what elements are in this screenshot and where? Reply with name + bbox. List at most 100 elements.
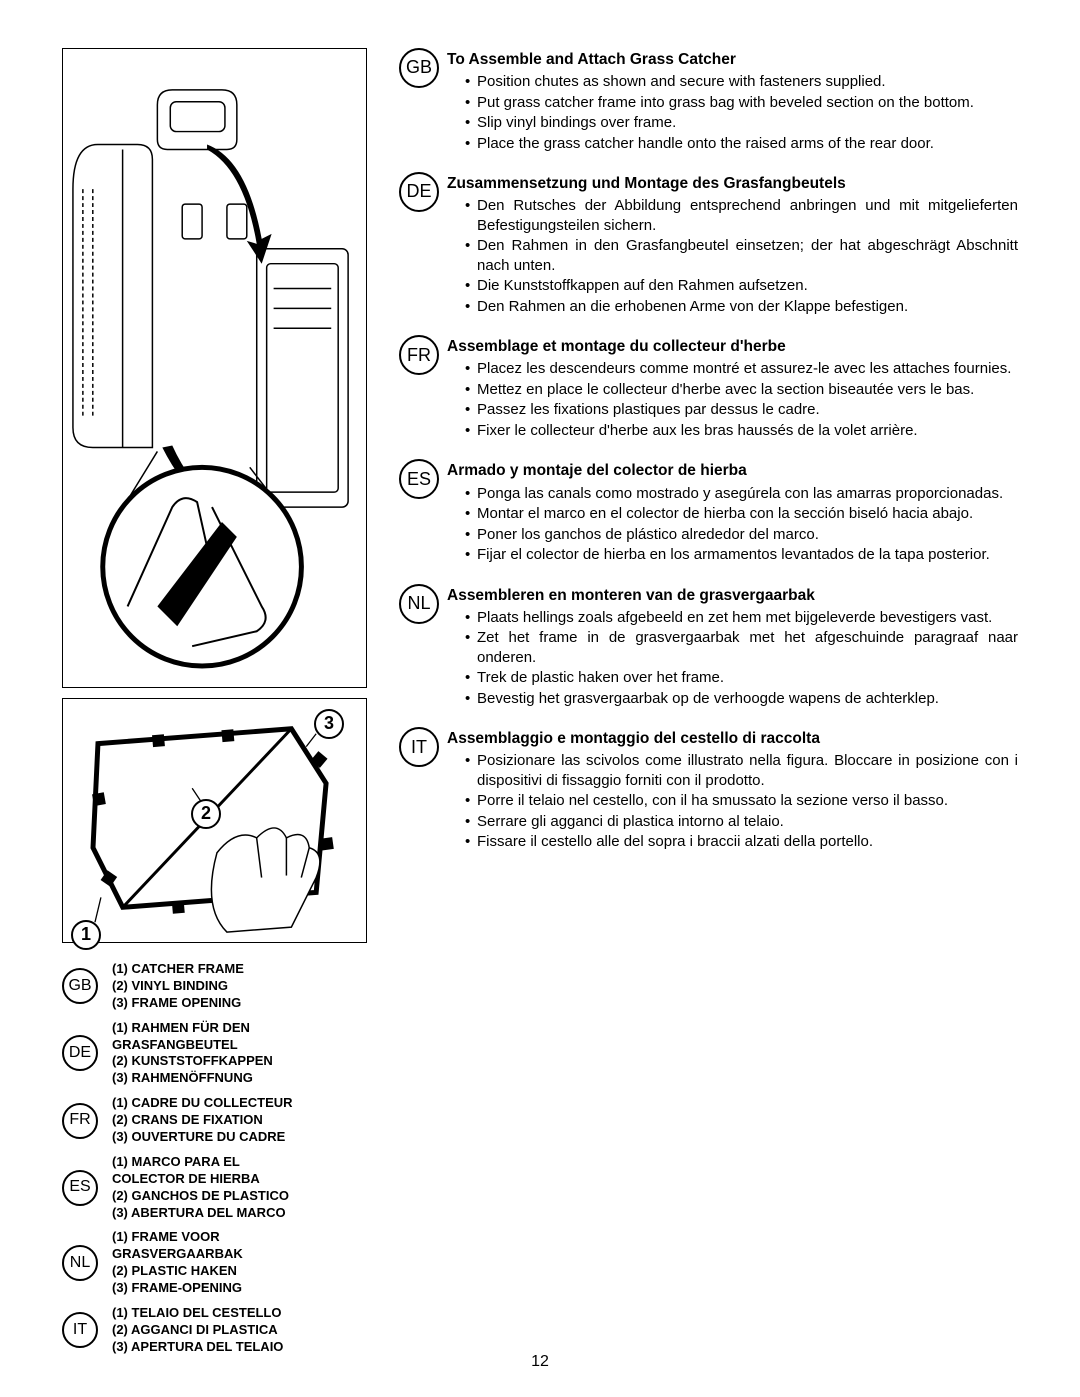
section-es-content: Armado y montaje del colector de hierba … <box>447 459 1018 565</box>
badge-de: DE <box>399 172 439 212</box>
section-gb-list: Position chutes as shown and secure with… <box>447 72 1018 153</box>
legend-line: (1) RAHMEN FÜR DEN <box>112 1020 273 1037</box>
page-container: 1 2 3 GB (1) CATCHER FRAME (2) VINYL BIN… <box>62 48 1018 1364</box>
section-gb: GB To Assemble and Attach Grass Catcher … <box>399 48 1018 154</box>
section-nl: NL Assembleren en monteren van de grasve… <box>399 584 1018 710</box>
list-item: Den Rutsches der Abbildung entsprechend … <box>465 196 1018 235</box>
legend-line: (1) CADRE DU COLLECTEUR <box>112 1095 293 1112</box>
badge-it: IT <box>62 1312 98 1348</box>
legend-line: (1) TELAIO DEL CESTELLO <box>112 1305 283 1322</box>
badge-it: IT <box>399 727 439 767</box>
section-it-content: Assemblaggio e montaggio del cestello di… <box>447 727 1018 853</box>
legend-fr-text: (1) CADRE DU COLLECTEUR (2) CRANS DE FIX… <box>112 1095 293 1146</box>
legend-fr: FR (1) CADRE DU COLLECTEUR (2) CRANS DE … <box>62 1095 367 1146</box>
list-item: Posizionare las scivolos come illustrato… <box>465 751 1018 790</box>
legend-line: (2) AGGANCI DI PLASTICA <box>112 1322 283 1339</box>
legend-nl-text: (1) FRAME VOOR GRASVERGAARBAK (2) PLASTI… <box>112 1229 243 1297</box>
list-item: Put grass catcher frame into grass bag w… <box>465 93 1018 113</box>
legend-nl: NL (1) FRAME VOOR GRASVERGAARBAK (2) PLA… <box>62 1229 367 1297</box>
legend-de-text: (1) RAHMEN FÜR DEN GRASFANGBEUTEL (2) KU… <box>112 1020 273 1088</box>
badge-de: DE <box>62 1035 98 1071</box>
illustration-bottom: 1 2 3 <box>62 698 367 943</box>
section-es-list: Ponga las canals como mostrado y asegúre… <box>447 484 1018 565</box>
section-gb-title: To Assemble and Attach Grass Catcher <box>447 50 1018 70</box>
legend-line: (3) FRAME-OPENING <box>112 1280 243 1297</box>
page-number: 12 <box>531 1352 549 1373</box>
list-item: Fijar el colector de hierba en los armam… <box>465 545 1018 565</box>
section-de: DE Zusammensetzung und Montage des Grasf… <box>399 172 1018 317</box>
section-fr: FR Assemblage et montage du collecteur d… <box>399 335 1018 441</box>
section-de-content: Zusammensetzung und Montage des Grasfang… <box>447 172 1018 317</box>
list-item: Porre il telaio nel cestello, con il ha … <box>465 791 1018 811</box>
badge-2: 2 <box>191 799 221 829</box>
section-it-list: Posizionare las scivolos come illustrato… <box>447 751 1018 852</box>
section-nl-title: Assembleren en monteren van de grasverga… <box>447 586 1018 606</box>
list-item: Poner los ganchos de plástico alrededor … <box>465 525 1018 545</box>
badge-nl: NL <box>62 1245 98 1281</box>
list-item: Den Rahmen in den Grasfangbeutel einsetz… <box>465 236 1018 275</box>
legend-es-text: (1) MARCO PARA EL COLECTOR DE HIERBA (2)… <box>112 1154 289 1222</box>
right-column: GB To Assemble and Attach Grass Catcher … <box>399 48 1018 1364</box>
mower-line-art <box>63 49 366 687</box>
list-item: Mettez en place le collecteur d'herbe av… <box>465 380 1018 400</box>
section-fr-list: Placez les descendeurs comme montré et a… <box>447 359 1018 440</box>
section-nl-content: Assembleren en monteren van de grasverga… <box>447 584 1018 710</box>
list-item: Position chutes as shown and secure with… <box>465 72 1018 92</box>
section-gb-content: To Assemble and Attach Grass Catcher Pos… <box>447 48 1018 154</box>
badge-1: 1 <box>71 920 101 950</box>
legend-de: DE (1) RAHMEN FÜR DEN GRASFANGBEUTEL (2)… <box>62 1020 367 1088</box>
list-item: Slip vinyl bindings over frame. <box>465 113 1018 133</box>
section-nl-list: Plaats hellings zoals afgebeeld en zet h… <box>447 608 1018 709</box>
badge-3: 3 <box>314 709 344 739</box>
list-item: Bevestig het grasvergaarbak op de verhoo… <box>465 689 1018 709</box>
badge-es: ES <box>62 1170 98 1206</box>
badge-gb: GB <box>62 968 98 1004</box>
legend-es: ES (1) MARCO PARA EL COLECTOR DE HIERBA … <box>62 1154 367 1222</box>
legend-line: COLECTOR DE HIERBA <box>112 1171 289 1188</box>
illustration-top <box>62 48 367 688</box>
list-item: Montar el marco en el colector de hierba… <box>465 504 1018 524</box>
legend-it: IT (1) TELAIO DEL CESTELLO (2) AGGANCI D… <box>62 1305 367 1356</box>
legends: GB (1) CATCHER FRAME (2) VINYL BINDING (… <box>62 961 367 1356</box>
legend-line: (3) ABERTURA DEL MARCO <box>112 1205 289 1222</box>
legend-line: (2) CRANS DE FIXATION <box>112 1112 293 1129</box>
legend-it-text: (1) TELAIO DEL CESTELLO (2) AGGANCI DI P… <box>112 1305 283 1356</box>
badge-fr: FR <box>62 1103 98 1139</box>
legend-line: (2) PLASTIC HAKEN <box>112 1263 243 1280</box>
list-item: Fissare il cestello alle del sopra i bra… <box>465 832 1018 852</box>
legend-line: GRASVERGAARBAK <box>112 1246 243 1263</box>
section-de-title: Zusammensetzung und Montage des Grasfang… <box>447 174 1018 194</box>
legend-line: (1) CATCHER FRAME <box>112 961 244 978</box>
legend-line: (3) APERTURA DEL TELAIO <box>112 1339 283 1356</box>
section-fr-title: Assemblage et montage du collecteur d'he… <box>447 337 1018 357</box>
legend-line: (3) OUVERTURE DU CADRE <box>112 1129 293 1146</box>
list-item: Plaats hellings zoals afgebeeld en zet h… <box>465 608 1018 628</box>
legend-line: (1) MARCO PARA EL <box>112 1154 289 1171</box>
section-fr-content: Assemblage et montage du collecteur d'he… <box>447 335 1018 441</box>
section-it: IT Assemblaggio e montaggio del cestello… <box>399 727 1018 853</box>
list-item: Fixer le collecteur d'herbe aux les bras… <box>465 421 1018 441</box>
legend-line: GRASFANGBEUTEL <box>112 1037 273 1054</box>
section-es-title: Armado y montaje del colector de hierba <box>447 461 1018 481</box>
legend-line: (3) RAHMENÖFFNUNG <box>112 1070 273 1087</box>
list-item: Placez les descendeurs comme montré et a… <box>465 359 1018 379</box>
legend-line: (2) VINYL BINDING <box>112 978 244 995</box>
list-item: Die Kunststoffkappen auf den Rahmen aufs… <box>465 276 1018 296</box>
badge-fr: FR <box>399 335 439 375</box>
legend-line: (1) FRAME VOOR <box>112 1229 243 1246</box>
list-item: Zet het frame in de grasvergaarbak met h… <box>465 628 1018 667</box>
list-item: Place the grass catcher handle onto the … <box>465 134 1018 154</box>
list-item: Ponga las canals como mostrado y asegúre… <box>465 484 1018 504</box>
list-item: Serrare gli agganci di plastica intorno … <box>465 812 1018 832</box>
legend-gb-text: (1) CATCHER FRAME (2) VINYL BINDING (3) … <box>112 961 244 1012</box>
legend-line: (2) GANCHOS DE PLASTICO <box>112 1188 289 1205</box>
section-es: ES Armado y montaje del colector de hier… <box>399 459 1018 565</box>
legend-line: (3) FRAME OPENING <box>112 995 244 1012</box>
list-item: Trek de plastic haken over het frame. <box>465 668 1018 688</box>
section-it-title: Assemblaggio e montaggio del cestello di… <box>447 729 1018 749</box>
badge-gb: GB <box>399 48 439 88</box>
legend-line: (2) KUNSTSTOFFKAPPEN <box>112 1053 273 1070</box>
legend-gb: GB (1) CATCHER FRAME (2) VINYL BINDING (… <box>62 961 367 1012</box>
badge-es: ES <box>399 459 439 499</box>
section-de-list: Den Rutsches der Abbildung entsprechend … <box>447 196 1018 316</box>
